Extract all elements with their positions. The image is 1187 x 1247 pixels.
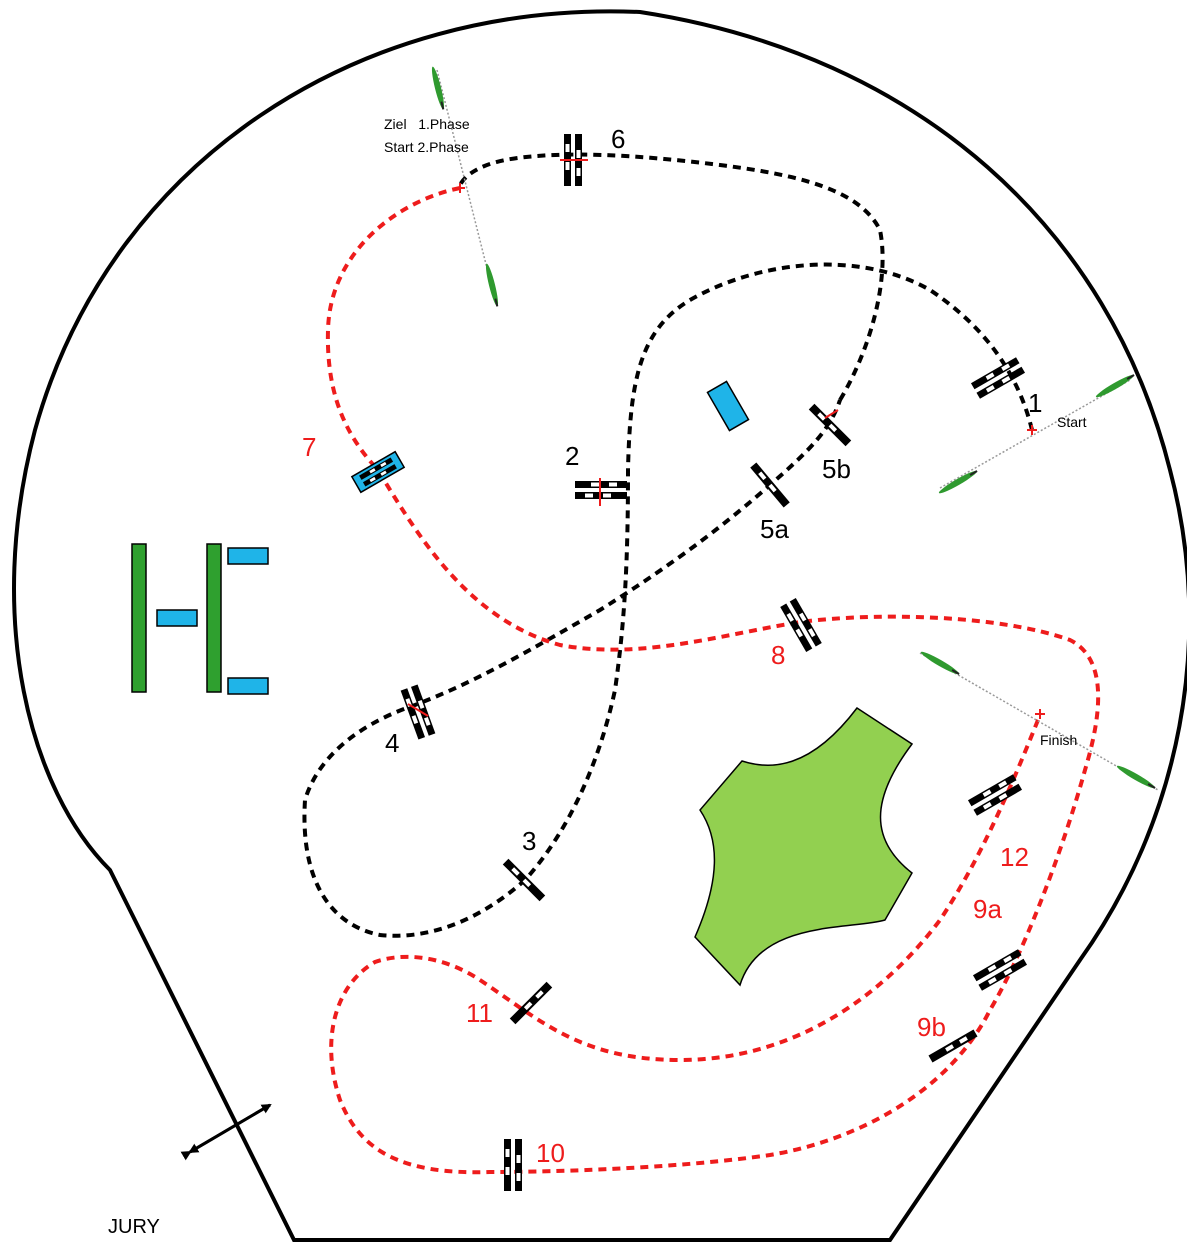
obstacle-label-3: 3 <box>522 826 536 856</box>
obstacle-label-5a: 5a <box>760 514 789 544</box>
direction-ticks <box>407 159 839 717</box>
phase2-track <box>325 186 1101 1175</box>
obstacle-4 <box>400 684 436 740</box>
green-island <box>694 706 914 987</box>
obstacle-label-12: 12 <box>1000 842 1029 872</box>
start-line <box>937 372 1136 496</box>
obstacle-9a <box>972 949 1028 991</box>
phase1-track <box>302 152 1034 938</box>
obstacle-label-1: 1 <box>1028 388 1042 418</box>
obstacle-label-6: 6 <box>611 124 625 154</box>
obstacle-label-8: 8 <box>771 640 785 670</box>
phase-change-line <box>429 65 501 308</box>
label-finish: Finish <box>1040 732 1077 748</box>
obstacle-label-10: 10 <box>536 1138 565 1168</box>
label-start-phase2: Start 2.Phase <box>384 139 469 155</box>
label-start: Start <box>1057 414 1087 430</box>
arena-border <box>12 9 1187 1242</box>
obstacle-5a <box>750 462 790 508</box>
finish-line <box>919 649 1159 791</box>
obstacle-3 <box>502 858 546 902</box>
obstacle-label-7: 7 <box>302 432 316 462</box>
obstacle-label-2: 2 <box>565 441 579 471</box>
blue-block-center <box>706 380 750 432</box>
obstacle-label-9b: 9b <box>917 1012 946 1042</box>
obstacle-label-9a: 9a <box>973 894 1002 924</box>
obstacle-10 <box>504 1139 522 1191</box>
jury-arrow-tail <box>188 1103 271 1154</box>
label-ziel-phase1: Ziel 1.Phase <box>384 116 470 132</box>
obstacle-12 <box>967 774 1023 816</box>
obstacle-label-11: 11 <box>466 998 493 1028</box>
obstacle-label-5b: 5b <box>822 454 851 484</box>
obstacle-label-4: 4 <box>385 728 399 758</box>
obstacle-1 <box>970 357 1026 399</box>
obstacle-8 <box>780 597 822 653</box>
obstacle-7 <box>350 450 406 494</box>
equipment-storage <box>131 543 269 695</box>
line-markers <box>455 183 1045 719</box>
obstacle-5b <box>808 403 852 447</box>
label-jury: JURY <box>108 1216 160 1238</box>
